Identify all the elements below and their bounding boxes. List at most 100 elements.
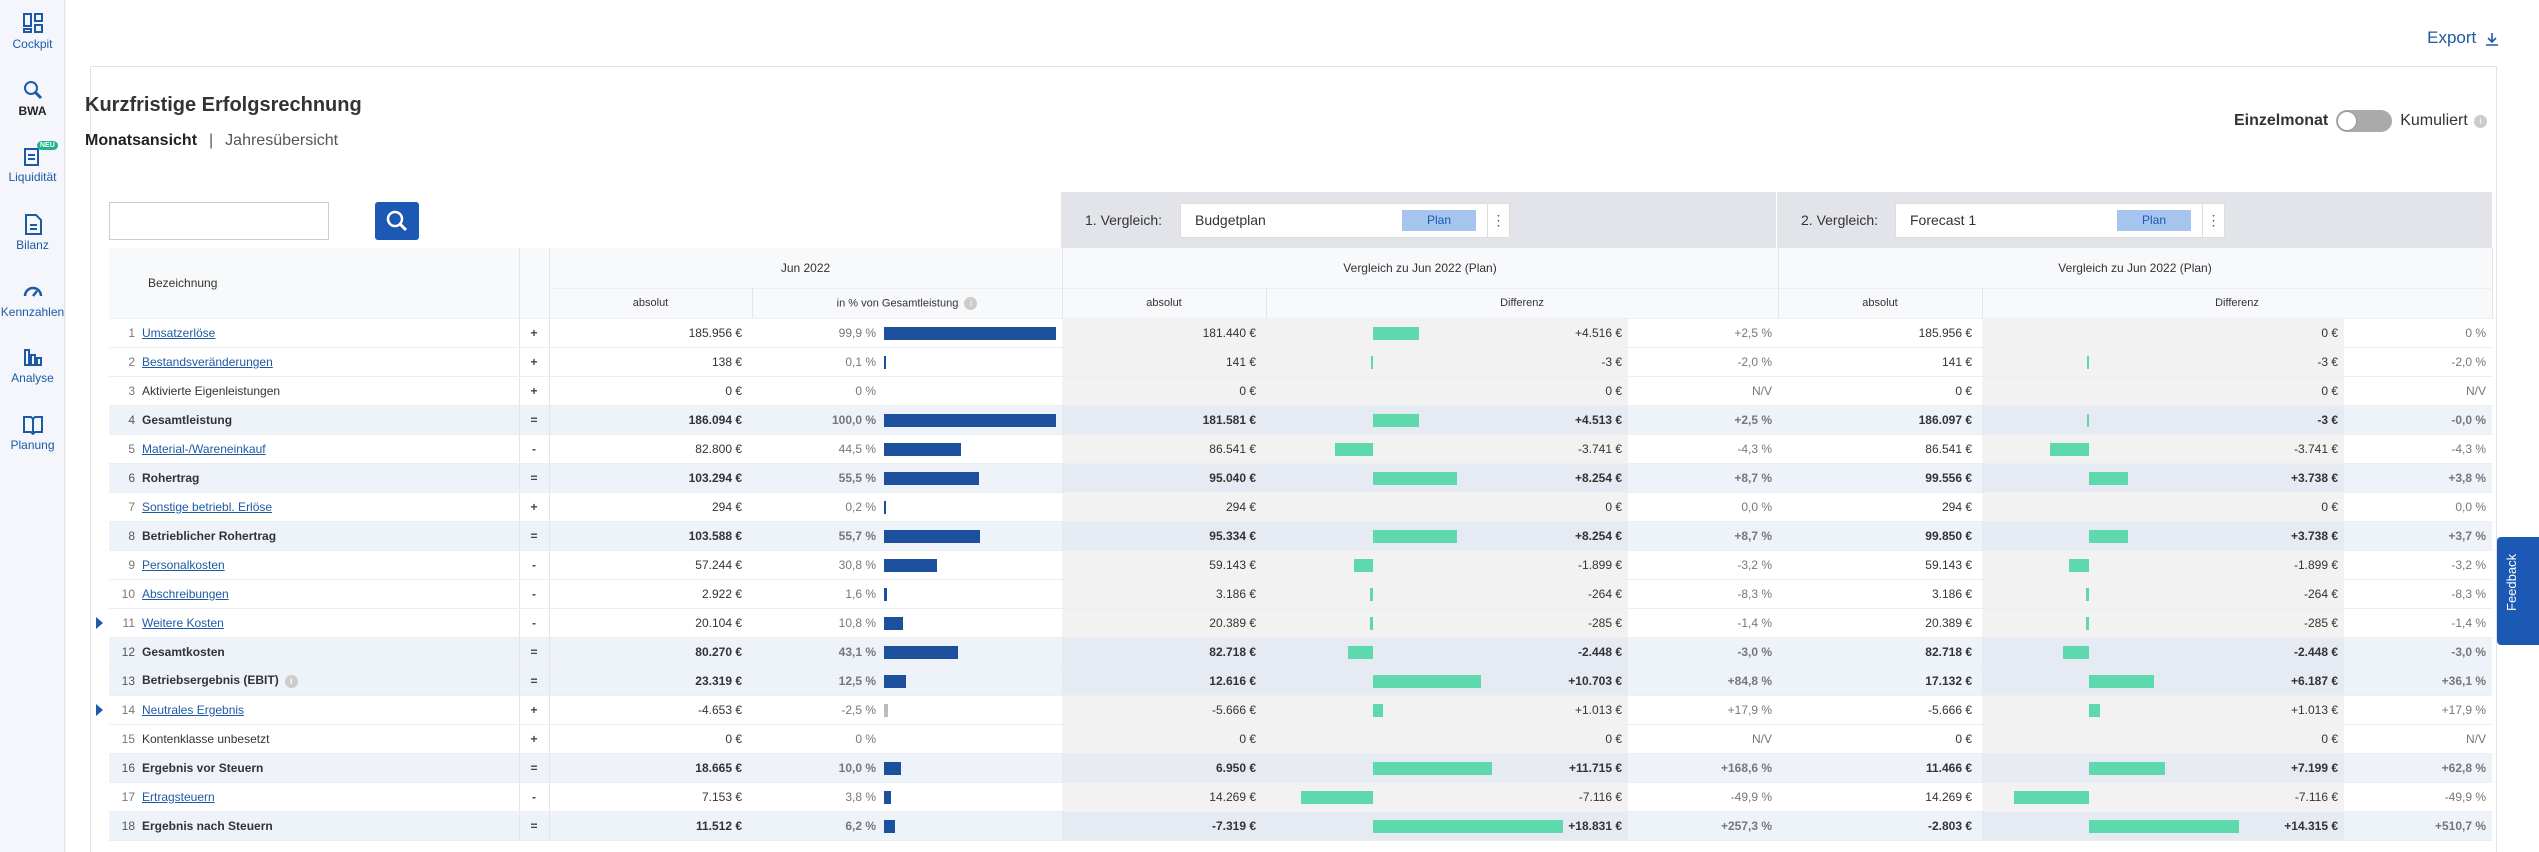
table-row: 4 Gesamtleistung = 186.094 €100,0 % 181.581 … [109, 405, 2493, 435]
row-link[interactable]: Abschreibungen [142, 586, 229, 601]
v1-pos-bar-cell: +8.254 € [1373, 522, 1628, 550]
sidebar-item-bilanz[interactable]: Bilanz [0, 213, 65, 252]
row-link[interactable]: Ertragsteuern [142, 789, 215, 804]
pct-value: 0 % [752, 724, 883, 754]
v1-pos-bar-cell: +8.254 € [1373, 464, 1628, 492]
share-bar [884, 703, 889, 717]
period-switch[interactable] [2336, 110, 2393, 132]
diff-value: -2.448 € [2293, 644, 2339, 659]
more-icon[interactable]: ⋮ [2202, 204, 2224, 237]
expand-caret-icon[interactable] [96, 703, 103, 716]
v2-abs-value: 14.269 € [1778, 782, 1983, 812]
table-row: 11 Weitere Kosten -20.104 €10,8 % 20.389 € -… [96, 608, 2493, 638]
search-input[interactable] [109, 202, 329, 240]
row-operator: + [518, 695, 550, 725]
row-link[interactable]: Sonstige betriebl. Erlöse [142, 499, 273, 514]
v2-pct-value: -4,3 % [2344, 434, 2493, 464]
yearly-view-link[interactable]: Jahresübersicht [225, 132, 339, 149]
diff-value: +7.199 € [2290, 760, 2339, 775]
v2-neg-bar-cell [1982, 551, 2090, 579]
toggle-label-single[interactable]: Einzelmonat [2234, 112, 2329, 129]
comparison-2-select[interactable]: Forecast 1 Plan ⋮ [1895, 203, 2225, 238]
v2-pos-bar-cell: +3.738 € [2089, 522, 2344, 550]
search-chart-icon [23, 81, 42, 100]
v2-pos-bar-cell: 0 € [2089, 725, 2344, 753]
row-link[interactable]: Neutrales Ergebnis [142, 702, 245, 717]
row-operator: = [518, 521, 550, 551]
export-button[interactable]: Export [2427, 28, 2499, 48]
v2-pct-value: +510,7 % [2344, 811, 2493, 841]
info-icon[interactable]: i [964, 296, 978, 310]
expand-caret-icon[interactable] [96, 616, 103, 629]
diff-value: +18.831 € [1568, 818, 1623, 833]
info-icon[interactable]: i [2473, 114, 2487, 128]
v1-pct-value: N/V [1628, 376, 1779, 406]
v2-pct-value: +3,7 % [2344, 521, 2493, 551]
share-bar [884, 500, 887, 514]
row-name-cell: Abschreibungen [142, 579, 520, 609]
v2-pct-value: N/V [2344, 376, 2493, 406]
sidebar-item-liquidität[interactable]: NEU Liquidität [0, 141, 65, 184]
feedback-button[interactable]: Feedback [2497, 537, 2539, 645]
v2-pct-value: +62,8 % [2344, 753, 2493, 783]
v2-abs-value: 3.186 € [1778, 579, 1983, 609]
sidebar-item-bwa[interactable]: BWA [0, 79, 65, 118]
sidebar-item-kennzahlen[interactable]: Kennzahlen [0, 280, 65, 319]
comparison-1-select[interactable]: Budgetplan Plan ⋮ [1180, 203, 1510, 238]
monthly-view-link[interactable]: Monatsansicht [85, 132, 198, 149]
v2-abs-value: 99.850 € [1778, 521, 1983, 551]
v2-abs-value: 99.556 € [1778, 463, 1983, 493]
pct-value: 0,2 % [752, 492, 883, 522]
v2-neg-bar-cell [1982, 725, 2089, 753]
v2-pct-value: +17,9 % [2344, 695, 2493, 725]
positive-diff-bar [1373, 819, 1564, 833]
positive-diff-bar [1373, 761, 1492, 775]
info-icon[interactable]: i [284, 674, 298, 688]
sidebar-item-analyse[interactable]: Analyse [0, 346, 65, 385]
diff-value: -7.116 € [2294, 789, 2339, 804]
row-name-cell: Betrieblicher Rohertrag [142, 521, 520, 551]
sidebar-item-planung[interactable]: Planung [0, 413, 65, 452]
share-bar-cell [882, 812, 1062, 840]
view-switch: Monatsansicht | Jahresübersicht [85, 132, 338, 150]
v1-abs-value: 14.269 € [1062, 782, 1267, 812]
v1-neg-bar-cell [1266, 580, 1374, 608]
diff-value: +14.315 € [2284, 818, 2339, 833]
v2-pos-bar-cell: -3.741 € [2089, 435, 2344, 463]
toggle-label-cumulative[interactable]: Kumuliert [2400, 112, 2468, 129]
table-row: 14 Neutrales Ergebnis + -4.653 € -2,5 % -5.66… [96, 695, 2493, 725]
row-link[interactable]: Personalkosten [142, 557, 225, 572]
row-label: Ergebnis nach Steuern [142, 818, 273, 833]
search-button[interactable] [375, 202, 419, 240]
row-name-cell: Umsatzerlöse [142, 318, 520, 348]
row-link[interactable]: Weitere Kosten [142, 615, 224, 630]
v1-pct-value: -4,3 % [1628, 434, 1779, 464]
row-link[interactable]: Bestandsveränderungen [142, 354, 273, 369]
table-row: 8 Betrieblicher Rohertrag = 103.588 €55,7 %… [109, 521, 2493, 551]
row-link[interactable]: Material-/Wareneinkauf [142, 441, 266, 456]
sidebar-item-label: Planung [10, 438, 55, 452]
v1-pos-bar-cell: 0 € [1373, 493, 1628, 521]
more-icon[interactable]: ⋮ [1487, 204, 1509, 237]
share-bar [884, 413, 1057, 427]
v1-pct-value: +168,6 % [1628, 753, 1779, 783]
table-row: 6 Rohertrag = 103.294 €55,5 % 95.040 € +8.254… [109, 463, 2493, 493]
table-row: 2 Bestandsveränderungen +138 €0,1 % 141 € -3… [109, 347, 2493, 377]
row-name-cell: Aktivierte Eigenleistungen [142, 376, 520, 406]
pct-value: 0 % [752, 376, 883, 406]
v1-abs-value: 0 € [1062, 376, 1267, 406]
share-bar [884, 645, 959, 659]
v2-pos-bar-cell: 0 € [2089, 493, 2344, 521]
v1-neg-bar-cell [1266, 493, 1373, 521]
v2-abs-value: 186.097 € [1778, 405, 1983, 435]
v1-pct-value: -3,2 % [1628, 550, 1779, 580]
table-row: 5 Material-/Wareneinkauf -82.800 €44,5 % 86… [109, 434, 2493, 464]
diff-value: -2.448 € [1577, 644, 1623, 659]
v1-pct-value: +8,7 % [1628, 521, 1779, 551]
v2-abs-value: 82.718 € [1778, 637, 1983, 667]
row-link[interactable]: Umsatzerlöse [142, 325, 216, 340]
page-title: Kurzfristige Erfolgsrechnung [85, 94, 362, 116]
share-bar-cell [882, 696, 1062, 724]
sidebar-item-cockpit[interactable]: Cockpit [0, 12, 65, 51]
table-row: 9 Personalkosten -57.244 €30,8 % 59.143 € -1… [109, 550, 2493, 580]
